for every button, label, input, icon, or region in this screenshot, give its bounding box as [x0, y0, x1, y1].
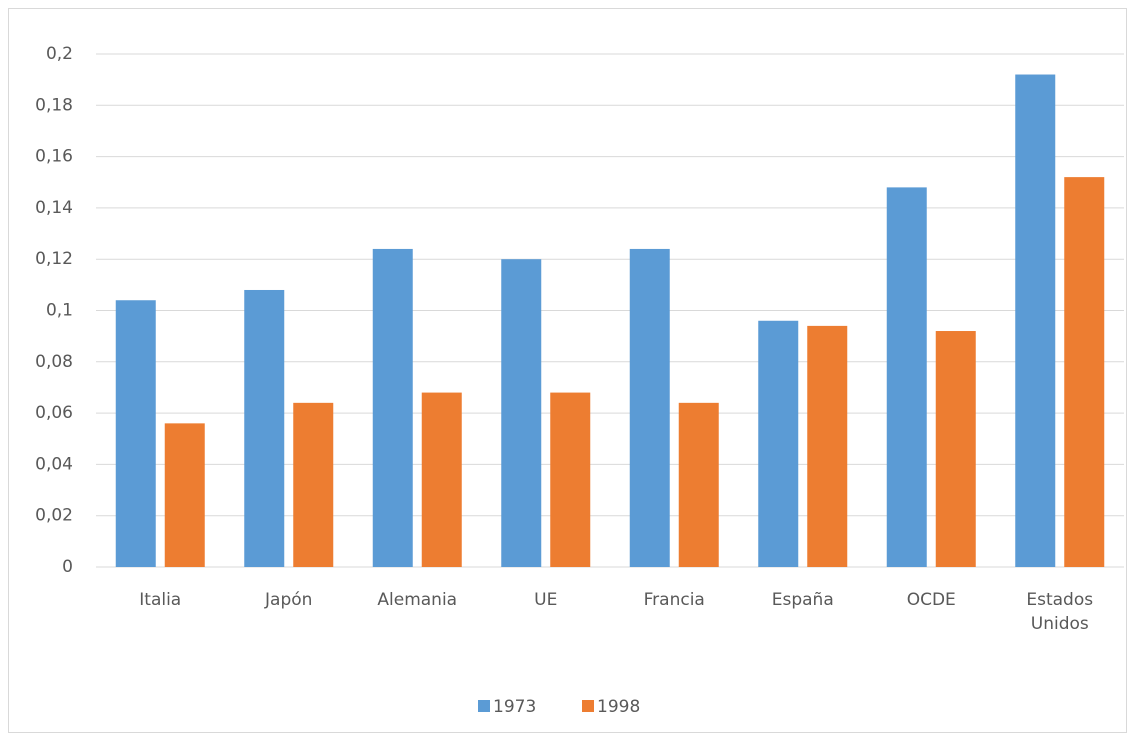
- bar: [935, 331, 976, 567]
- x-tick-label: España: [771, 590, 834, 610]
- x-tick-label: Alemania: [377, 590, 458, 610]
- legend-label: 1998: [597, 697, 640, 717]
- x-tick-label: Japón: [265, 590, 313, 610]
- bar: [164, 423, 205, 567]
- bar: [115, 300, 156, 567]
- x-tick-label: Italia: [139, 590, 182, 610]
- y-tick-label: 0,12: [35, 249, 73, 269]
- y-tick-label: 0,08: [35, 352, 73, 372]
- y-tick-label: 0,2: [46, 44, 73, 64]
- bar: [244, 289, 285, 567]
- y-tick-label: 0,04: [35, 454, 73, 474]
- bar: [629, 248, 670, 567]
- bar: [293, 402, 334, 567]
- y-tick-label: 0,18: [35, 95, 73, 115]
- bar: [1015, 74, 1056, 568]
- y-tick-label: 0,06: [35, 403, 73, 423]
- legend-swatch: [478, 700, 490, 712]
- legend-label: 1973: [493, 697, 536, 717]
- bar: [550, 392, 591, 567]
- y-tick-label: 0,02: [35, 506, 73, 526]
- y-tick-label: 0,1: [46, 301, 73, 321]
- y-tick-label: 0,16: [35, 147, 73, 167]
- x-tick-label: UE: [534, 590, 558, 610]
- x-tick-label: Francia: [643, 590, 705, 610]
- legend-swatch: [582, 700, 594, 712]
- bar: [807, 325, 848, 567]
- bar: [421, 392, 462, 567]
- bar: [1064, 177, 1105, 567]
- bar: [501, 259, 542, 567]
- y-tick-label: 0,14: [35, 198, 73, 218]
- bar: [886, 187, 927, 567]
- bar: [758, 320, 799, 567]
- bar: [372, 248, 413, 567]
- bar: [678, 402, 719, 567]
- x-tick-label: Estados Unidos: [1026, 590, 1094, 634]
- y-tick-label: 0: [62, 557, 73, 577]
- x-tick-label: OCDE: [906, 590, 956, 610]
